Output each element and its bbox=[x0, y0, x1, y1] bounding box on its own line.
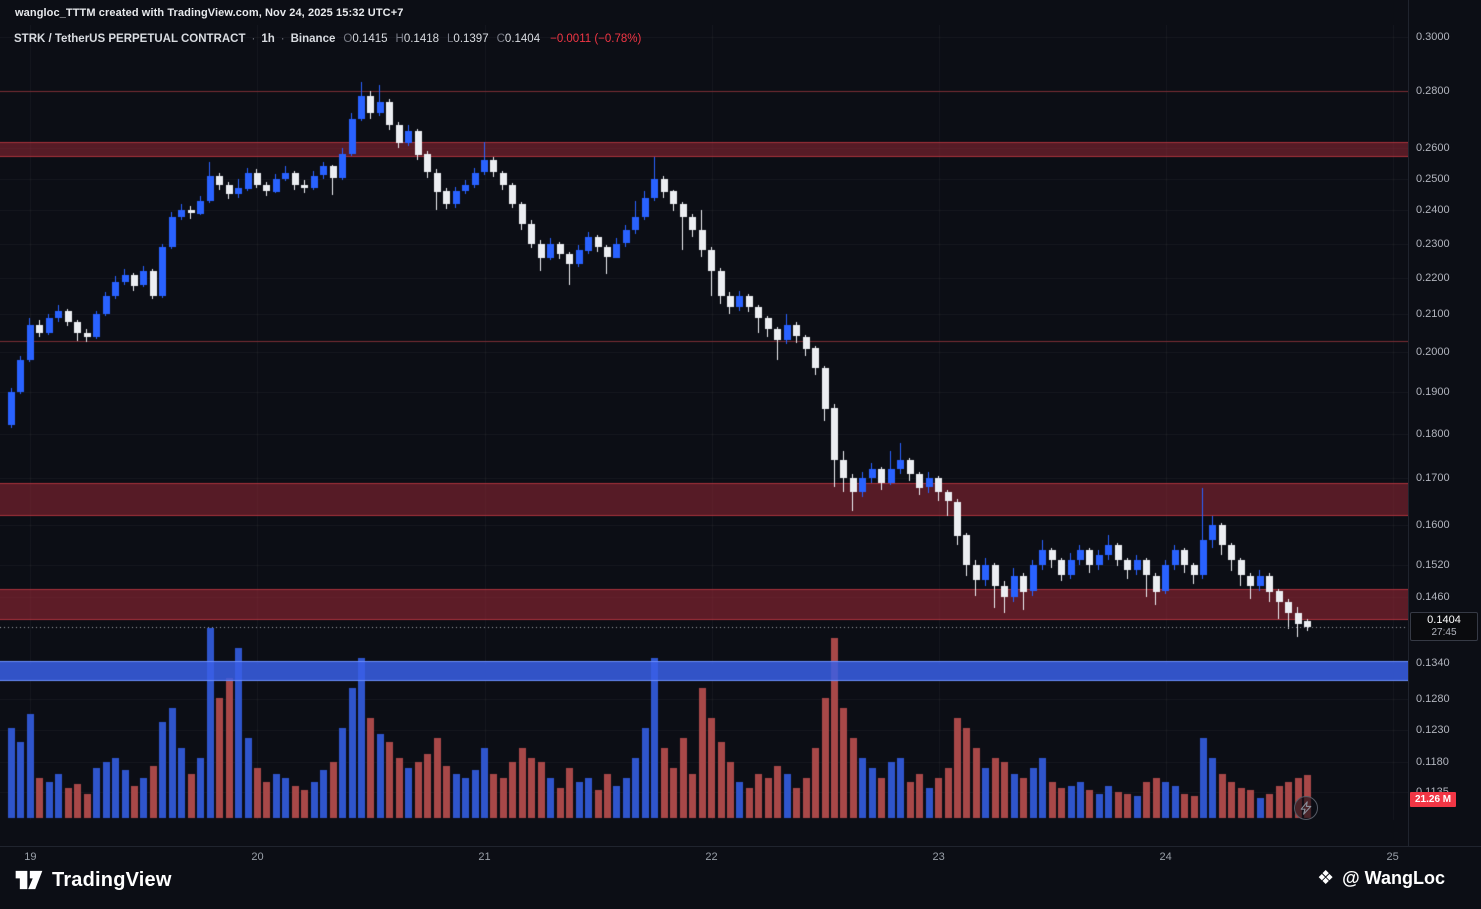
legend-separator: · bbox=[280, 33, 285, 45]
price-axis-label: 0.3000 bbox=[1416, 31, 1450, 44]
price-axis-label: 0.1800 bbox=[1416, 427, 1450, 440]
wangloc-logo-icon: ❖ bbox=[1317, 867, 1335, 889]
close-value: 0.1404 bbox=[504, 33, 541, 45]
price-axis-label: 0.2300 bbox=[1416, 237, 1450, 250]
price-axis-label: 0.2600 bbox=[1416, 142, 1450, 155]
time-axis-label: 25 bbox=[1386, 851, 1399, 863]
tradingview-logo-text: TradingView bbox=[52, 868, 172, 891]
candlestick-chart-canvas[interactable] bbox=[0, 25, 1408, 828]
symbol-legend: STRK / TetherUS PERPETUAL CONTRACT · 1h … bbox=[14, 33, 641, 45]
open-value: 0.1415 bbox=[352, 33, 388, 45]
volume-axis-badge: 21.26 M bbox=[1410, 792, 1457, 807]
price-axis-label: 0.2800 bbox=[1416, 84, 1450, 97]
low-label: L bbox=[447, 33, 454, 45]
price-axis-label: 0.1460 bbox=[1416, 590, 1450, 603]
current-price-value: 0.1404 bbox=[1427, 614, 1461, 627]
price-axis-label: 0.2200 bbox=[1416, 272, 1450, 285]
wangloc-watermark-text: @ WangLoc bbox=[1342, 868, 1445, 888]
legend-separator: · bbox=[251, 33, 256, 45]
low-value: 0.1397 bbox=[453, 33, 489, 45]
interval-label[interactable]: 1h bbox=[261, 33, 275, 45]
time-axis-label: 20 bbox=[251, 851, 264, 863]
ohlc-high: H 0.1418 bbox=[396, 33, 440, 45]
tradingview-logo[interactable]: TradingView bbox=[14, 868, 172, 892]
wangloc-watermark: ❖ @ WangLoc bbox=[1317, 868, 1445, 889]
lightning-bolt-icon bbox=[1300, 801, 1312, 815]
price-axis-label: 0.1280 bbox=[1416, 692, 1450, 705]
time-axis[interactable]: 19 20 21 22 23 24 25 bbox=[0, 846, 1481, 868]
attribution-bar: wangloc_TTTM created with TradingView.co… bbox=[0, 0, 1481, 25]
current-price-badge: 0.1404 27:45 bbox=[1410, 612, 1478, 642]
exchange-label: Binance bbox=[290, 33, 336, 45]
price-axis-label: 0.1600 bbox=[1416, 519, 1450, 532]
footer-bar: TradingView ❖ @ WangLoc bbox=[0, 868, 1481, 909]
time-axis-label: 19 bbox=[24, 851, 37, 863]
price-axis-label: 0.1340 bbox=[1416, 657, 1450, 670]
time-axis-label: 22 bbox=[705, 851, 718, 863]
ohlc-low: L 0.1397 bbox=[447, 33, 489, 45]
change-value: −0.0011 (−0.78%) bbox=[550, 33, 642, 45]
ohlc-close: C 0.1404 bbox=[497, 33, 541, 45]
price-axis-label: 0.1230 bbox=[1416, 723, 1450, 736]
tradingview-logo-icon bbox=[15, 870, 43, 890]
time-axis-label: 24 bbox=[1159, 851, 1172, 863]
high-label: H bbox=[395, 33, 404, 45]
price-axis-label: 0.2400 bbox=[1416, 204, 1450, 217]
symbol-title[interactable]: STRK / TetherUS PERPETUAL CONTRACT bbox=[14, 33, 246, 45]
time-axis-label: 23 bbox=[932, 851, 945, 863]
boost-button[interactable] bbox=[1294, 796, 1318, 820]
price-axis[interactable]: 0.1404 27:45 21.26 M 0.3000 0.2800 0.2600 0… bbox=[1408, 0, 1481, 846]
price-axis-label: 0.2000 bbox=[1416, 346, 1450, 359]
price-axis-label: 0.1900 bbox=[1416, 385, 1450, 398]
price-axis-label: 0.1700 bbox=[1416, 472, 1450, 485]
attribution-text: wangloc_TTTM created with TradingView.co… bbox=[15, 6, 404, 19]
time-axis-label: 21 bbox=[478, 851, 491, 863]
high-value: 0.1418 bbox=[403, 33, 440, 45]
open-label: O bbox=[343, 33, 353, 45]
close-label: C bbox=[496, 33, 505, 45]
price-axis-label: 0.1520 bbox=[1416, 559, 1450, 572]
price-axis-label: 0.2500 bbox=[1416, 172, 1450, 185]
price-axis-label: 0.2100 bbox=[1416, 308, 1450, 321]
price-axis-label: 0.1180 bbox=[1416, 756, 1449, 769]
candle-countdown: 27:45 bbox=[1431, 627, 1457, 639]
ohlc-open: O 0.1415 bbox=[343, 33, 387, 45]
